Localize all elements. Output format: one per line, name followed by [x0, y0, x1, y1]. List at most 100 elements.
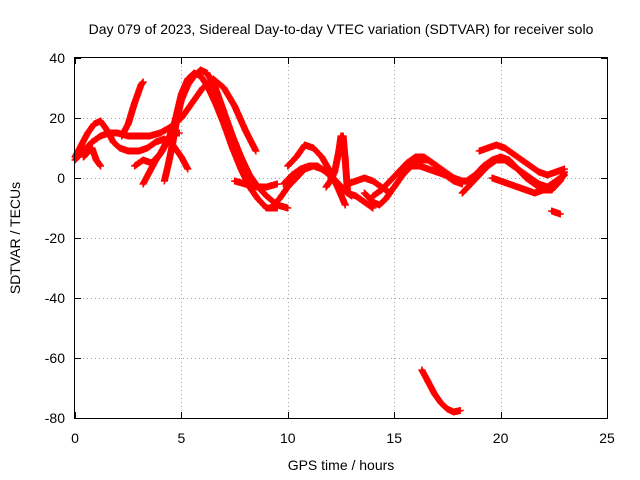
data-point: [331, 168, 339, 176]
data-point: [501, 144, 509, 152]
data-point: [360, 174, 368, 182]
data-point: [526, 162, 534, 170]
data-point: [369, 198, 377, 206]
data-point: [145, 168, 153, 176]
data-point: [326, 177, 334, 185]
data-point: [437, 399, 445, 407]
data-point: [284, 162, 292, 170]
data-point: [322, 183, 330, 191]
data-point: [284, 183, 292, 191]
data-point: [522, 186, 530, 194]
grid-lines: [75, 58, 607, 418]
data-point: [301, 141, 309, 149]
data-point: [77, 141, 85, 149]
data-point: [418, 366, 426, 374]
data-marks: [71, 66, 568, 416]
data-point: [197, 72, 205, 80]
y-tick-label: 0: [57, 170, 65, 186]
data-point: [386, 177, 394, 185]
data-point: [360, 198, 368, 206]
data-point: [484, 144, 492, 152]
data-point: [241, 126, 249, 134]
data-point: [416, 162, 424, 170]
data-point: [314, 162, 322, 170]
data-point: [429, 159, 437, 167]
data-point: [431, 390, 439, 398]
data-point: [341, 201, 349, 209]
data-point: [424, 378, 432, 386]
data-point: [480, 162, 488, 170]
data-point: [241, 180, 249, 188]
x-tick-label: 5: [178, 430, 186, 446]
data-point: [109, 138, 117, 146]
data-point: [252, 147, 260, 155]
data-point: [443, 405, 451, 413]
data-point: [292, 153, 300, 161]
data-point: [548, 180, 556, 188]
data-point: [263, 192, 271, 200]
data-point: [531, 180, 539, 188]
data-point: [88, 138, 96, 146]
series-arc22: [548, 207, 564, 218]
data-point: [139, 156, 147, 164]
data-point: [152, 138, 160, 146]
series-arc21: [488, 174, 564, 197]
data-point: [548, 186, 556, 194]
data-point: [369, 204, 377, 212]
data-point: [375, 201, 383, 209]
data-point: [488, 156, 496, 164]
data-point: [139, 180, 147, 188]
data-point: [169, 129, 177, 137]
data-point: [514, 183, 522, 191]
series-arc1: [71, 117, 192, 173]
data-point: [97, 132, 105, 140]
series-arc20: [475, 141, 568, 179]
data-point: [139, 78, 147, 86]
data-point: [560, 165, 568, 173]
y-tick-label: -20: [45, 230, 65, 246]
data-point: [231, 177, 239, 185]
data-point: [394, 168, 402, 176]
data-point: [341, 156, 349, 164]
data-point: [556, 210, 564, 218]
data-point: [92, 156, 100, 164]
data-point: [124, 132, 132, 140]
data-point: [433, 168, 441, 176]
y-axis-label: SDTVAR / TECUs: [7, 182, 23, 294]
data-point: [80, 153, 88, 161]
data-point: [163, 138, 171, 146]
x-axis-ticks: 0 5 10 15 20 25: [71, 58, 615, 446]
data-point: [184, 165, 192, 173]
data-point: [505, 156, 513, 164]
y-tick-label: 20: [49, 110, 65, 126]
x-tick-label: 10: [280, 430, 296, 446]
data-point: [369, 177, 377, 185]
data-point: [518, 156, 526, 164]
data-point: [165, 159, 173, 167]
data-point: [390, 183, 398, 191]
data-point: [273, 180, 281, 188]
data-point: [505, 180, 513, 188]
data-point: [220, 84, 228, 92]
data-point: [335, 147, 343, 155]
data-point: [148, 159, 156, 167]
data-point: [84, 129, 92, 137]
data-point: [458, 189, 466, 197]
x-tick-label: 15: [386, 430, 402, 446]
data-point: [382, 195, 390, 203]
data-point: [288, 171, 296, 179]
data-point: [552, 168, 560, 176]
y-tick-label: -40: [45, 290, 65, 306]
data-point: [522, 174, 530, 182]
data-point: [450, 174, 458, 182]
data-point: [156, 129, 164, 137]
data-point: [543, 171, 551, 179]
data-point: [441, 171, 449, 179]
data-point: [343, 186, 351, 194]
data-point: [124, 147, 132, 155]
series-arc4: [118, 78, 147, 140]
data-point: [211, 84, 219, 92]
data-point: [548, 207, 556, 215]
data-point: [175, 129, 183, 137]
data-point: [280, 180, 288, 188]
